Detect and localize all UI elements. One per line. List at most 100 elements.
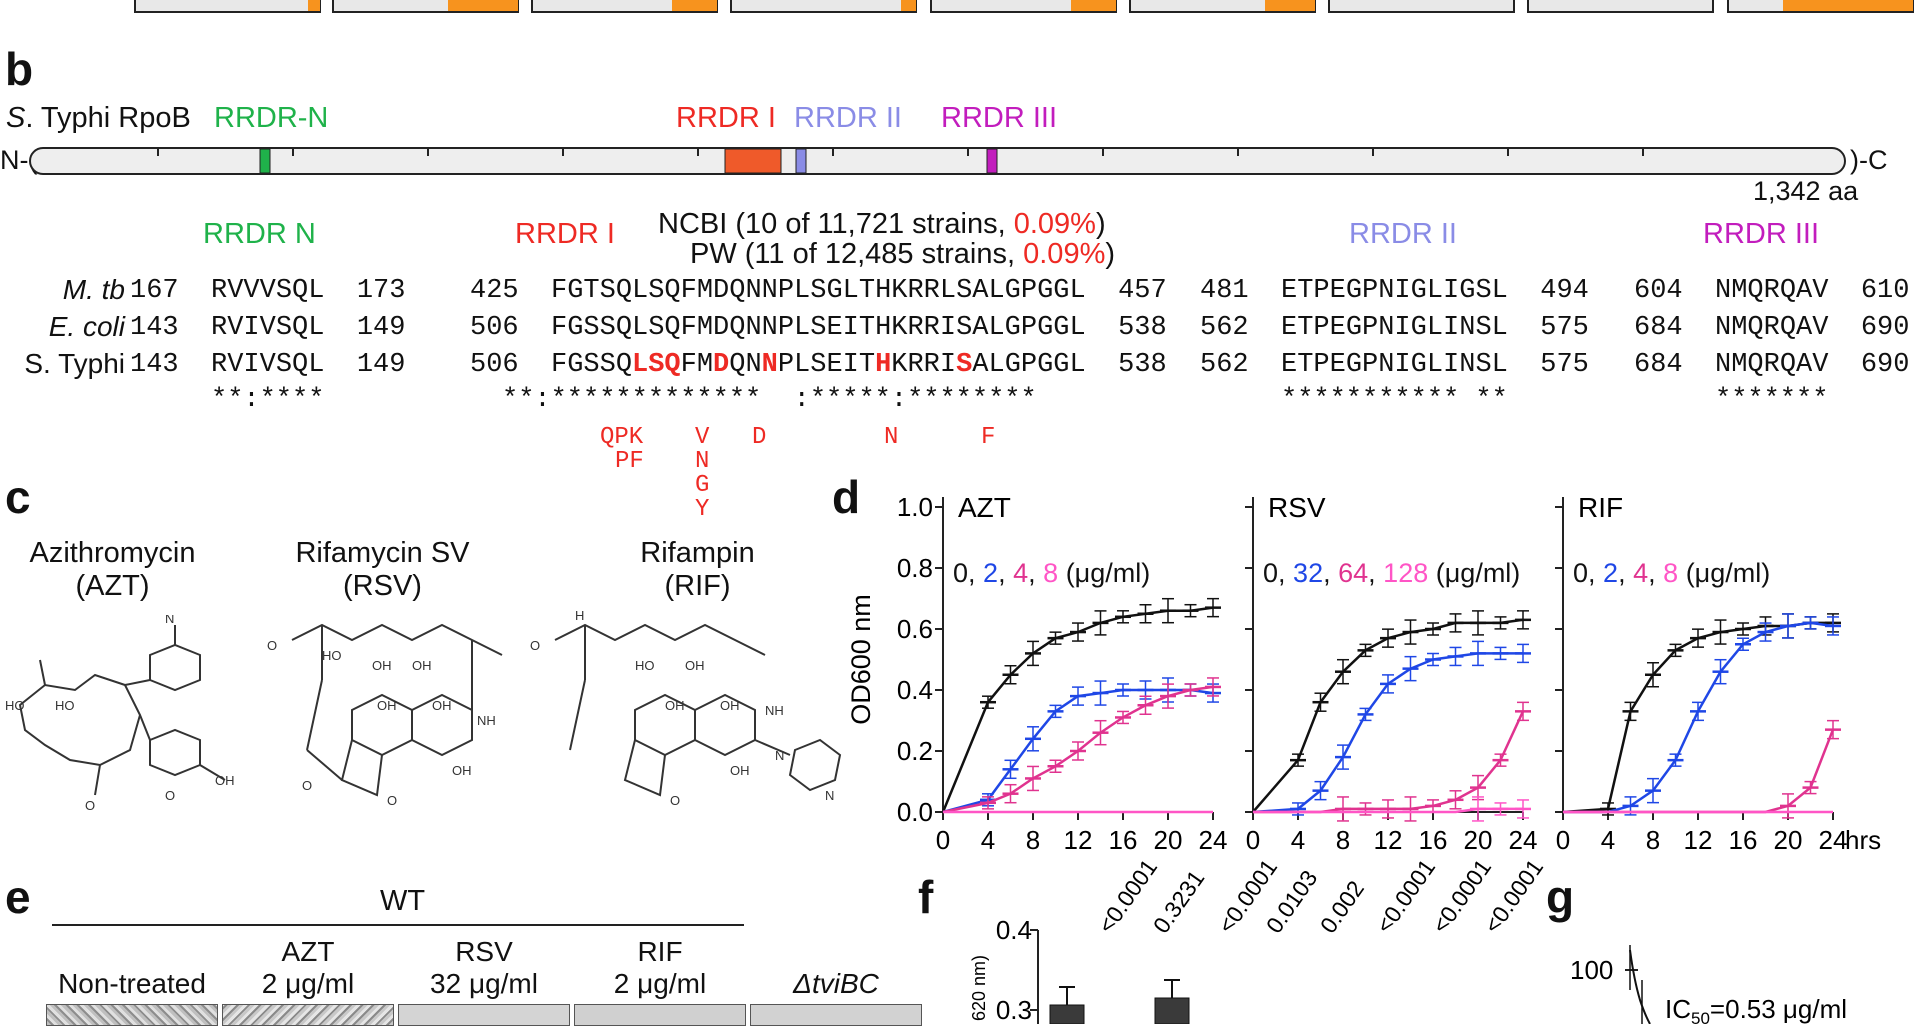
mtb-rrdr-i-seq: 425 FGTSQLSQFMDQNNPLSGLTHKRRLSALGPGGL 45… xyxy=(470,276,1167,306)
svg-text:OH: OH xyxy=(720,698,740,713)
wt-group-label: WT xyxy=(380,885,426,917)
concentration-value: 4 xyxy=(1633,558,1648,588)
y-tick-label: 0.8 xyxy=(897,553,933,583)
a-bar-fill xyxy=(1783,0,1913,11)
concentration-sep xyxy=(1428,558,1436,588)
y-tick-label: 0.6 xyxy=(897,614,933,644)
panel-a-bars-strip xyxy=(134,0,1914,13)
a-bar xyxy=(730,0,917,13)
col-azt: AZT 2 μg/ml xyxy=(220,936,396,1000)
ecoli-rrdr-i-seq: 506 FGSSQLSQFMDQNNPLSEITHKRRISALGPGGL 53… xyxy=(470,313,1167,343)
panel-title: RIF xyxy=(1578,492,1623,523)
panel-e-letter: e xyxy=(5,871,31,923)
svg-text:NH: NH xyxy=(477,713,496,728)
svg-text:OH: OH xyxy=(685,658,705,673)
micrograph-row xyxy=(46,1004,922,1026)
panel-g-chart: 100 IC50=0.53 μg/ml xyxy=(1570,945,1847,1024)
styphi-rrdr-i-seq: 506 FGSSQLSQFMDQNNPLSEITHKRRISALGPGGL 53… xyxy=(470,350,1167,380)
rrdr-i-block xyxy=(724,148,782,174)
y-tick-label: 1.0 xyxy=(897,492,933,522)
y-tick-label: 0.4 xyxy=(897,675,933,705)
col-rif-line1: RIF xyxy=(637,936,683,967)
svg-text:N: N xyxy=(165,615,174,626)
concentration-legend: 0, 2, 4, 8 (μg/ml) xyxy=(1573,558,1770,588)
region-label-rrdr-ii: RRDR II xyxy=(794,102,902,134)
concentration-sep xyxy=(1678,558,1686,588)
svg-text:OH: OH xyxy=(412,658,432,673)
region-label-rrdr-iii: RRDR III xyxy=(941,102,1057,134)
svg-text:OH: OH xyxy=(215,773,235,788)
concentration-sep: , xyxy=(1368,558,1383,588)
ecoli-rrdr-iii-seq: 684 NMQRQAV 690 xyxy=(1634,313,1910,343)
col-tvibc: ΔtviBC xyxy=(748,936,924,1000)
x-tick-label: 24 xyxy=(1509,825,1538,855)
concentration-unit: (μg/ml) xyxy=(1686,558,1771,588)
f-y-tick-label: 0.4 xyxy=(996,915,1032,945)
svg-text:N: N xyxy=(825,788,834,803)
svg-text:N: N xyxy=(775,748,784,763)
a-bar-fill xyxy=(308,0,320,11)
ecoli-rrdr-n-seq: 143 RVIVSQL 149 xyxy=(130,313,406,343)
concentration-sep: , xyxy=(1618,558,1633,588)
concentration-sep: , xyxy=(1588,558,1603,588)
concentration-sep: , xyxy=(1278,558,1293,588)
x-tick-label: 12 xyxy=(1374,825,1403,855)
pw-frequency: PW (11 of 12,485 strains, 0.09%) xyxy=(690,238,1115,271)
f-y-tick-label: 0.3 xyxy=(996,995,1032,1024)
ncbi-percent: 0.09% xyxy=(1013,208,1096,240)
svg-text:O: O xyxy=(267,638,277,653)
col-rif-line2: 2 μg/ml xyxy=(613,968,707,999)
mutation-y: Y xyxy=(695,496,710,523)
micrograph-azt xyxy=(222,1004,394,1026)
rpob-title: S. Typhi RpoB xyxy=(6,102,191,135)
concentration-value: 0 xyxy=(1573,558,1588,588)
rifampin-abbr: (RIF) xyxy=(664,570,731,602)
styphi-rrdr-ii-seq: 562 ETPEGPNIGLINSL 575 xyxy=(1200,350,1589,380)
panel-b-letter: b xyxy=(5,43,34,95)
protein-length: 1,342 aa xyxy=(1753,176,1859,206)
svg-text:OH: OH xyxy=(665,698,685,713)
sequence-segment: FM xyxy=(680,350,714,380)
c-terminus: )-C xyxy=(1850,145,1888,175)
a-bar-fill xyxy=(448,0,518,11)
mutation-n1: N xyxy=(695,448,710,475)
domain-header-rrdr-iii: RRDR III xyxy=(1703,218,1819,250)
ic50-label: IC50=0.53 μg/ml xyxy=(1665,994,1847,1024)
pw-close: ) xyxy=(1105,238,1116,270)
organism-genus: S xyxy=(6,102,26,134)
svg-text:O: O xyxy=(165,788,175,803)
conservation-rrdr-ii: *********** ** xyxy=(1281,385,1508,415)
concentration-sep: , xyxy=(1028,558,1043,588)
col-tvibc-line2: ΔtviBC xyxy=(793,968,879,999)
x-tick-label: 20 xyxy=(1154,825,1183,855)
styphi-rrdr-i-suffix: 538 xyxy=(1085,350,1167,380)
f-bar xyxy=(1049,1004,1085,1024)
concentration-value: 2 xyxy=(1603,558,1618,588)
panel-title: RSV xyxy=(1268,492,1326,523)
a-bar-fill xyxy=(901,0,916,11)
sequence-segment: ALGPGGL xyxy=(972,350,1086,380)
svg-text:O: O xyxy=(85,798,95,813)
mtb-rrdr-n-seq: 167 RVVVSQL 173 xyxy=(130,276,406,306)
x-tick-label: 0 xyxy=(1556,825,1570,855)
ncbi-frequency: NCBI (10 of 11,721 strains, 0.09%) xyxy=(658,208,1106,241)
col-nontreated: Non-treated xyxy=(44,936,220,1000)
svg-text:HO: HO xyxy=(322,648,342,663)
svg-text:O: O xyxy=(302,778,312,793)
svg-text:OH: OH xyxy=(432,698,452,713)
x-tick-label: 0 xyxy=(936,825,950,855)
pw-text: PW (11 of 12,485 strains, xyxy=(690,238,1024,270)
concentration-sep: , xyxy=(1648,558,1663,588)
col-rif: RIF 2 μg/ml xyxy=(572,936,748,1000)
f-bar xyxy=(1154,997,1190,1024)
x-tick-label: 24 xyxy=(1199,825,1228,855)
concentration-legend: 0, 2, 4, 8 (μg/ml) xyxy=(953,558,1150,588)
domain-header-rrdr-ii: RRDR II xyxy=(1349,218,1457,250)
svg-text:OH: OH xyxy=(452,763,472,778)
growth-panel-rsv: 0 4 8 12 16 20 24 RSV 0, 32, 64, 128 (μg/ml) xyxy=(1245,492,1537,855)
concentration-unit: (μg/ml) xyxy=(1066,558,1151,588)
f-y-axis-label: 620 nm) xyxy=(969,955,989,1021)
